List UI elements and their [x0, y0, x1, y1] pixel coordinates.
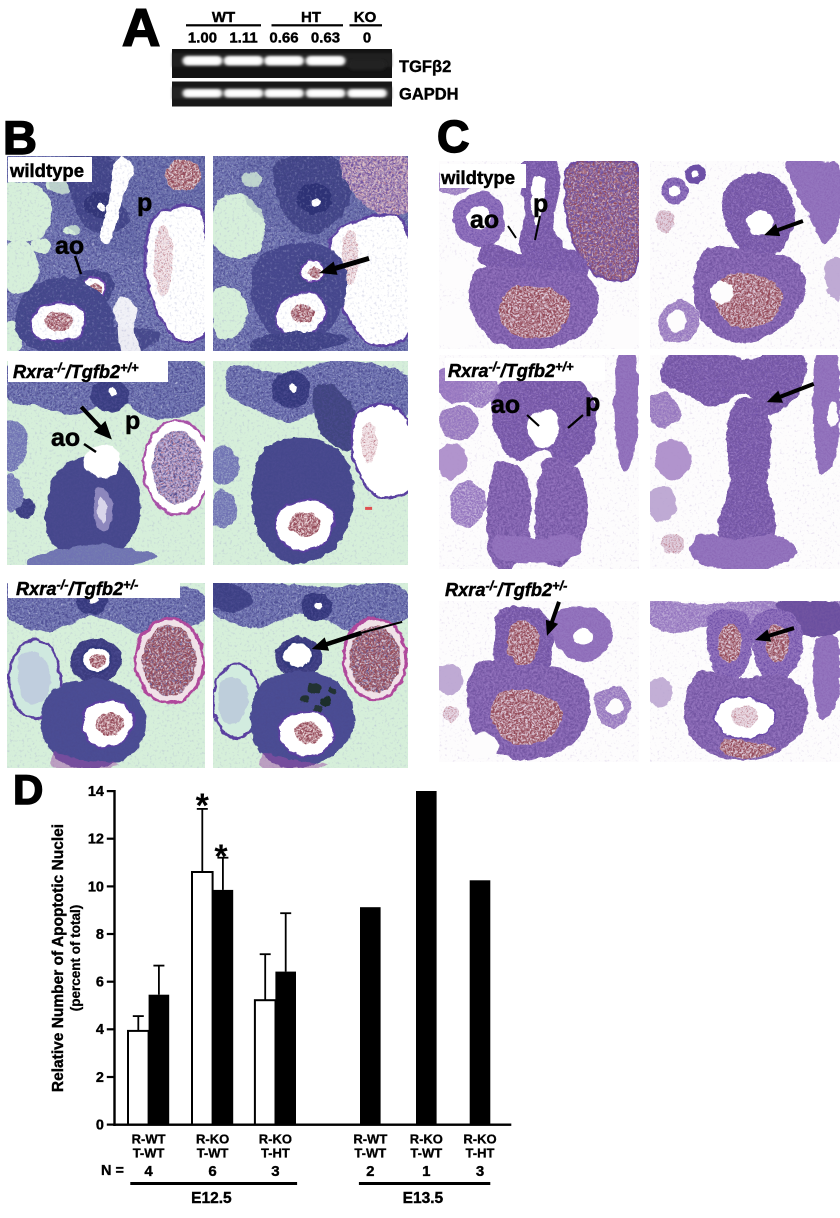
svg-text:Rxra-/-/Tgfb2+/+: Rxra-/-/Tgfb2+/+: [13, 360, 139, 382]
svg-text:HT: HT: [301, 9, 321, 26]
svg-text:1: 1: [422, 1163, 430, 1180]
svg-text:ao: ao: [51, 424, 80, 452]
svg-text:TGFβ2: TGFβ2: [399, 58, 451, 76]
svg-text:GAPDH: GAPDH: [399, 86, 459, 104]
svg-text:6: 6: [96, 975, 104, 991]
svg-text:WT: WT: [212, 9, 235, 26]
svg-text:p: p: [585, 389, 600, 417]
svg-text:E12.5: E12.5: [191, 1190, 232, 1207]
svg-text:(percent of total): (percent of total): [68, 905, 83, 1012]
svg-text:wildtype: wildtype: [9, 160, 84, 181]
svg-text:E13.5: E13.5: [403, 1190, 444, 1207]
svg-text:R-KO: R-KO: [410, 1132, 443, 1147]
svg-text:B: B: [3, 111, 37, 164]
svg-text:2: 2: [96, 1070, 104, 1086]
svg-text:Rxra-/-/Tgfb2+/-: Rxra-/-/Tgfb2+/-: [445, 578, 567, 600]
svg-text:4: 4: [144, 1163, 153, 1180]
svg-text:10: 10: [88, 879, 104, 895]
svg-text:T-WT: T-WT: [410, 1146, 442, 1161]
svg-text:2: 2: [366, 1163, 374, 1180]
svg-text:R-KO: R-KO: [259, 1132, 292, 1147]
svg-text:4: 4: [96, 1022, 104, 1038]
svg-text:R-WT: R-WT: [132, 1132, 166, 1147]
svg-text:T-WT: T-WT: [197, 1146, 229, 1161]
svg-text:R-WT: R-WT: [353, 1132, 387, 1147]
svg-text:1.00: 1.00: [188, 30, 217, 47]
svg-text:6: 6: [208, 1163, 216, 1180]
svg-text:Rxra-/-/Tgfb2+/-: Rxra-/-/Tgfb2+/-: [16, 577, 138, 599]
svg-text:ao: ao: [470, 206, 499, 234]
svg-text:C: C: [437, 111, 470, 162]
svg-text:14: 14: [88, 784, 104, 800]
svg-text:KO: KO: [354, 9, 377, 26]
svg-text:R-KO: R-KO: [196, 1132, 229, 1147]
svg-text:Relative Number of Apoptotic N: Relative Number of Apoptotic Nuclei: [50, 824, 67, 1092]
svg-text:T-HT: T-HT: [466, 1146, 495, 1161]
svg-text:1.11: 1.11: [229, 30, 257, 47]
svg-text:0: 0: [96, 1118, 104, 1134]
svg-text:p: p: [137, 189, 152, 217]
svg-text:Rxra-/-/Tgfb2+/+: Rxra-/-/Tgfb2+/+: [448, 359, 574, 381]
svg-text:8: 8: [96, 927, 104, 943]
svg-text:T-HT: T-HT: [261, 1146, 290, 1161]
svg-text:p: p: [533, 190, 548, 218]
svg-text:R-KO: R-KO: [463, 1132, 496, 1147]
svg-text:D: D: [13, 766, 43, 813]
svg-text:p: p: [125, 407, 140, 435]
svg-text:3: 3: [476, 1163, 484, 1180]
svg-text:ao: ao: [55, 232, 84, 260]
svg-text:0.66: 0.66: [269, 30, 298, 47]
svg-text:12: 12: [88, 832, 104, 848]
svg-text:0.63: 0.63: [311, 30, 340, 47]
svg-text:A: A: [122, 0, 160, 58]
svg-text:3: 3: [271, 1163, 279, 1180]
svg-text:0: 0: [363, 30, 371, 47]
svg-text:ao: ao: [491, 391, 520, 419]
svg-text:N =: N =: [101, 1163, 124, 1179]
svg-text:T-WT: T-WT: [133, 1146, 165, 1161]
svg-text:T-WT: T-WT: [354, 1146, 386, 1161]
svg-text:*: *: [196, 787, 210, 825]
svg-text:wildtype: wildtype: [440, 167, 515, 188]
svg-text:*: *: [214, 838, 228, 876]
